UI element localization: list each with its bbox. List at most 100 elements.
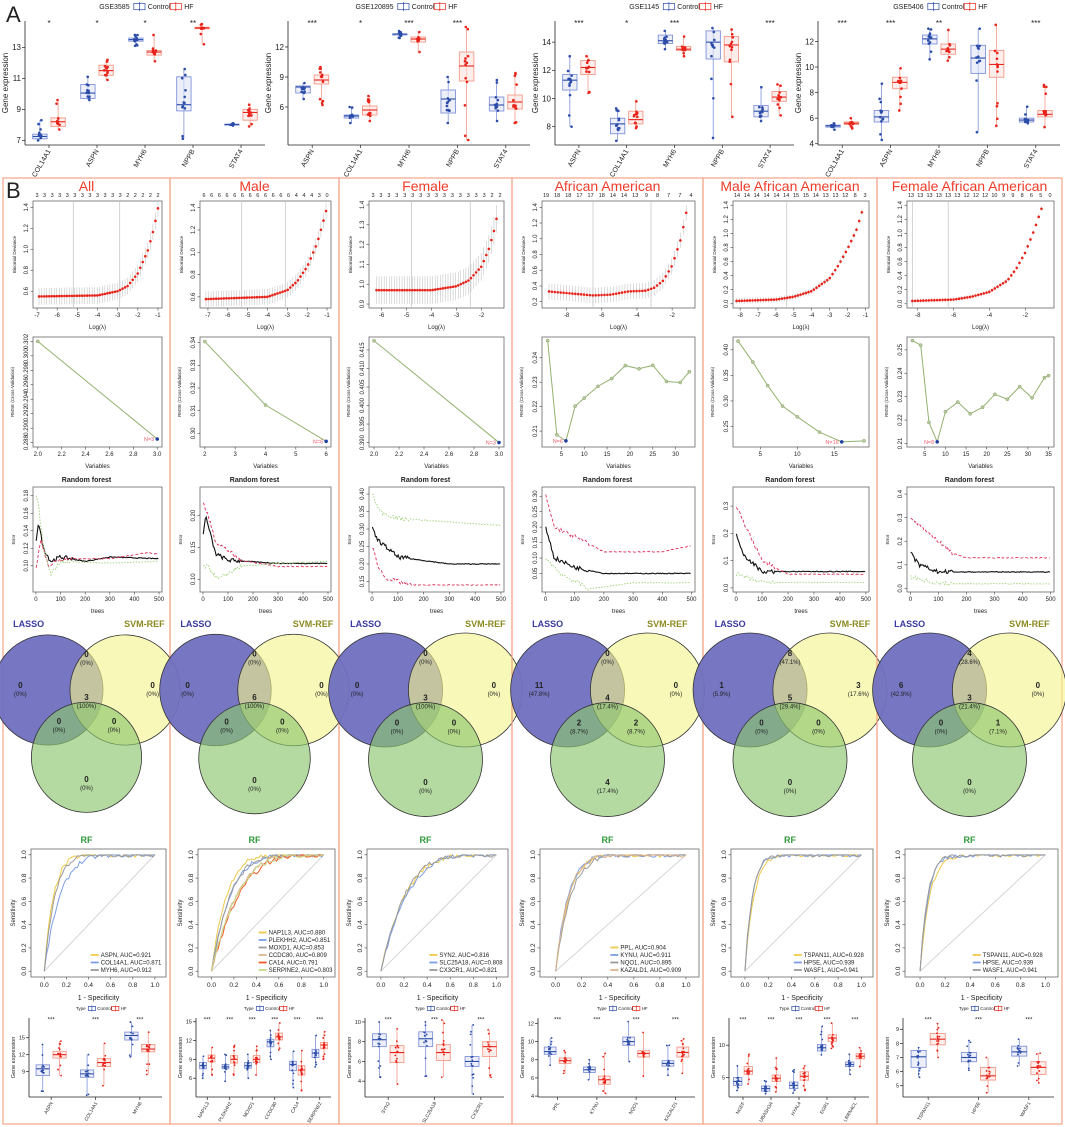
legend: GSE5406 Control HF xyxy=(893,2,988,12)
data-point xyxy=(323,1046,326,1049)
venn-count-lasso-svm: 0 xyxy=(605,649,610,658)
box-control-ccdc80 xyxy=(266,1029,275,1061)
y-tick-label: 8 xyxy=(547,122,552,131)
data-point xyxy=(442,1040,445,1042)
data-point xyxy=(395,1059,398,1062)
data-point xyxy=(927,42,931,45)
venn-count-svm-only: 3 xyxy=(856,681,861,690)
y-tick-label: 1.4 xyxy=(191,203,197,212)
data-point xyxy=(831,1044,834,1047)
data-point xyxy=(635,100,638,103)
significance-label: * xyxy=(95,19,98,28)
deviance-point xyxy=(380,288,383,292)
nonzero-count-label: 6 xyxy=(272,193,275,199)
x-axis-label: 1 - Specificity xyxy=(417,995,459,1002)
x-tick-label: 5 xyxy=(294,452,298,458)
x-tick-label: 0.6 xyxy=(274,982,283,989)
deviance-point xyxy=(291,283,295,287)
data-point xyxy=(487,1048,489,1050)
data-point xyxy=(899,66,902,70)
data-point xyxy=(323,1042,326,1044)
data-point xyxy=(917,1046,920,1049)
x-tick-label: 0.4 xyxy=(966,982,975,989)
venn-count-lasso-only: 0 xyxy=(355,681,360,690)
box-control-kynu xyxy=(583,1058,596,1081)
deviance-point xyxy=(1020,256,1024,260)
y-axis-label: Error xyxy=(347,534,352,545)
x-tick-label: 0.4 xyxy=(787,982,796,989)
venn-count-svm-rf: 0 xyxy=(112,717,117,726)
plot-frame xyxy=(32,486,163,593)
y-tick-label: 6 xyxy=(280,103,285,112)
nonzero-count-label: 13 xyxy=(908,193,914,199)
venn-percent-lasso-rf: (0%) xyxy=(755,729,768,735)
x-axis-label: Variables xyxy=(85,464,110,470)
venn-count-lasso-svm: 4 xyxy=(967,649,972,658)
box-hf-myh6 xyxy=(146,33,162,63)
x-tick-label: 1.0 xyxy=(319,982,328,989)
svm-rfe-plot: N=62 3 4 5 60.300.310.320.330.34VariablesRMS… xyxy=(177,336,332,470)
deviance-point xyxy=(314,245,318,248)
x-tick-label: 2.4 xyxy=(81,452,90,458)
deviance-point xyxy=(600,293,603,297)
data-point xyxy=(792,1081,795,1084)
deviance-point xyxy=(156,207,160,210)
deviance-point xyxy=(322,219,325,222)
y-tick-label: 0.6 xyxy=(21,896,28,905)
roc-legend-label: HPSE, AUC=0.939 xyxy=(804,961,855,967)
data-point xyxy=(300,1060,303,1063)
deviance-point xyxy=(841,255,845,259)
y-tick-label: 7 xyxy=(896,1055,899,1061)
data-point xyxy=(131,1043,134,1046)
box-hf-plekhh2 xyxy=(230,1044,238,1076)
roc-legend-label: CX3CR1, AUC=0.821 xyxy=(439,968,498,974)
legend-hf-label: HF xyxy=(978,4,987,11)
data-point xyxy=(423,1035,426,1037)
data-point xyxy=(929,50,933,53)
deviance-point xyxy=(772,298,776,301)
y-tick-label: 0.4 xyxy=(724,271,730,280)
data-point xyxy=(368,119,372,123)
deviance-point xyxy=(597,293,600,297)
data-point xyxy=(224,1080,226,1083)
data-point xyxy=(464,25,468,29)
data-point xyxy=(712,30,716,34)
x-tick-label: -1 xyxy=(324,313,330,319)
nonzero-count-label: 13 xyxy=(954,193,960,199)
box-hf-nppb xyxy=(988,23,1005,128)
data-point xyxy=(184,88,187,92)
significance-label: *** xyxy=(385,1018,393,1024)
data-point xyxy=(916,1050,919,1053)
data-point xyxy=(759,119,763,123)
box-control-plekhh2 xyxy=(221,1053,230,1083)
x-tick-label: 2 xyxy=(203,452,207,458)
deviance-point xyxy=(568,292,571,295)
rmse-point xyxy=(795,414,800,419)
deviance-point xyxy=(993,287,997,290)
y-tick-label: 1.4 xyxy=(898,200,904,209)
nonzero-count-label: 2 xyxy=(134,193,137,199)
venn-percent-lasso-only: (5.9%) xyxy=(713,692,731,698)
rmse-point xyxy=(573,404,577,409)
roc-legend-label: MOXD1, AUC=0.853 xyxy=(269,946,325,952)
y-tick-label: 0.6 xyxy=(530,896,537,905)
box-control-nppb xyxy=(705,26,721,140)
data-point xyxy=(463,59,467,63)
svm-rfe-plot: N=32.0 2.2 2.4 2.6 2.8 3.00.3900.3950.4000.40… xyxy=(346,336,505,470)
venn-percent-lasso-svm: (28.6%) xyxy=(959,660,980,666)
data-point xyxy=(202,1055,205,1058)
nonzero-count-label: 13 xyxy=(823,193,829,199)
data-point xyxy=(1019,1047,1022,1050)
data-point xyxy=(603,1077,606,1080)
venn-percent-lasso-svm: (47.1%) xyxy=(779,660,800,666)
venn-percent-lasso-only: (0%) xyxy=(351,692,364,698)
data-point xyxy=(570,125,573,128)
y-tick-label: 0.1 xyxy=(724,556,730,565)
box-hf-col14a1 xyxy=(50,98,66,131)
deviance-point xyxy=(913,299,917,303)
y-axis-label: Binomial Deviance xyxy=(348,235,353,273)
data-point xyxy=(446,121,450,125)
significance-label: * xyxy=(359,19,362,28)
venn-count-rf-only: 0 xyxy=(967,778,972,787)
